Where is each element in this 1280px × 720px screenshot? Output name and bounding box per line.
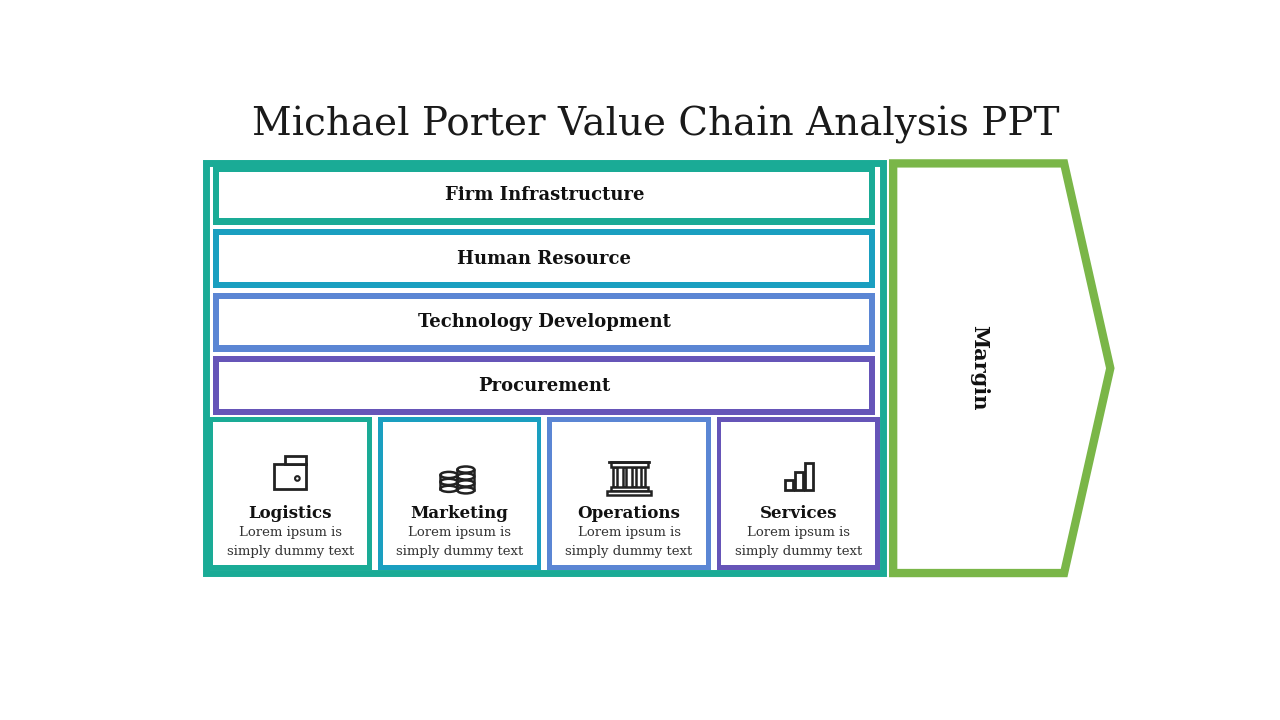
Text: Logistics: Logistics (248, 505, 332, 523)
Text: Lorem ipsum is
simply dummy text: Lorem ipsum is simply dummy text (396, 526, 524, 558)
Bar (378, 418, 541, 570)
Bar (219, 299, 869, 346)
Bar (214, 422, 367, 565)
Bar (214, 356, 876, 415)
Text: Human Resource: Human Resource (457, 250, 631, 268)
Bar (548, 418, 710, 570)
Text: Lorem ipsum is
simply dummy text: Lorem ipsum is simply dummy text (227, 526, 353, 558)
Ellipse shape (457, 474, 475, 480)
Bar (214, 229, 876, 288)
Polygon shape (285, 456, 306, 464)
Bar (274, 464, 306, 489)
Bar (805, 463, 813, 490)
Ellipse shape (440, 486, 457, 492)
Text: Operations: Operations (577, 505, 681, 523)
Bar (209, 418, 372, 570)
Bar (552, 422, 707, 565)
Ellipse shape (457, 487, 475, 493)
Ellipse shape (440, 479, 457, 485)
Bar (795, 472, 803, 490)
Bar (613, 467, 617, 487)
Text: Procurement: Procurement (479, 377, 611, 395)
Bar (214, 166, 876, 225)
Bar (611, 487, 648, 491)
Bar (785, 480, 794, 490)
Ellipse shape (457, 480, 475, 487)
Bar (717, 418, 881, 570)
Bar (206, 163, 883, 573)
Text: Firm Infrastructure: Firm Infrastructure (444, 186, 644, 204)
Bar (622, 467, 626, 487)
Text: Lorem ipsum is
simply dummy text: Lorem ipsum is simply dummy text (735, 526, 861, 558)
Bar (219, 362, 869, 409)
Bar (611, 462, 648, 467)
Text: Technology Development: Technology Development (417, 313, 671, 331)
Polygon shape (893, 163, 1110, 573)
Text: Marketing: Marketing (411, 505, 508, 523)
Bar (722, 422, 876, 565)
Bar (383, 422, 536, 565)
Ellipse shape (457, 467, 475, 472)
Bar (219, 235, 869, 282)
Bar (608, 491, 650, 495)
Text: Michael Porter Value Chain Analysis PPT: Michael Porter Value Chain Analysis PPT (252, 106, 1060, 144)
Bar (214, 293, 876, 351)
Bar (641, 467, 645, 487)
Text: Margin: Margin (969, 325, 988, 411)
Ellipse shape (440, 472, 457, 478)
Circle shape (296, 476, 300, 481)
Text: Services: Services (760, 505, 837, 523)
Bar (632, 467, 636, 487)
Bar (219, 172, 869, 218)
Text: Lorem ipsum is
simply dummy text: Lorem ipsum is simply dummy text (566, 526, 692, 558)
